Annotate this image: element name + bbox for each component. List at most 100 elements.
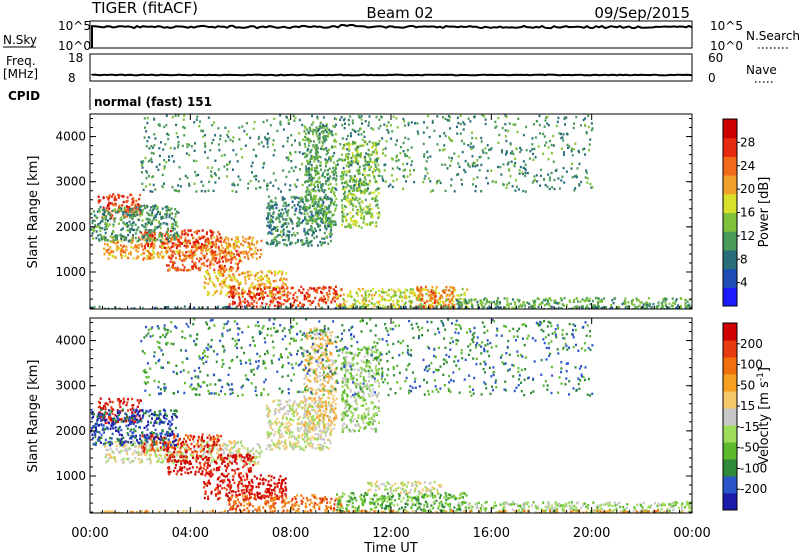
range-gate-cell [153, 233, 156, 237]
range-gate-cell [258, 293, 260, 296]
range-gate-cell [305, 179, 308, 183]
range-gate-cell [246, 122, 248, 125]
range-gate-cell [107, 403, 109, 406]
range-gate-cell [274, 271, 277, 274]
range-gate-cell [177, 184, 180, 187]
range-gate-cell [368, 160, 371, 163]
range-gate-cell [156, 238, 159, 241]
range-gate-cell [573, 122, 575, 125]
range-gate-cell [176, 244, 179, 247]
range-gate-cell [247, 182, 250, 185]
range-gate-cell [296, 299, 299, 302]
range-gate-cell [367, 303, 370, 307]
range-gate-cell [112, 223, 115, 226]
range-gate-cell [305, 167, 308, 171]
range-gate-cell [252, 252, 255, 256]
range-gate-cell [381, 288, 384, 291]
range-gate-cell [276, 225, 279, 229]
range-gate-cell [178, 241, 181, 244]
range-gate-cell [358, 224, 360, 228]
range-gate-cell [534, 156, 537, 159]
range-gate-cell [262, 162, 265, 166]
range-gate-cell [207, 249, 209, 252]
range-gate-cell [327, 223, 330, 226]
range-gate-cell [209, 263, 212, 266]
range-gate-cell [269, 281, 272, 285]
range-gate-cell [156, 225, 159, 229]
range-gate-cell [328, 289, 331, 292]
range-gate-cell [324, 226, 327, 229]
range-gate-cell [301, 123, 304, 127]
range-gate-cell [269, 225, 272, 228]
range-gate-cell [127, 409, 129, 412]
range-gate-cell [578, 150, 581, 154]
range-gate-cell [154, 306, 157, 309]
range-gate-cell [174, 212, 177, 216]
range-gate-cell [224, 280, 227, 283]
range-gate-cell [343, 197, 346, 200]
range-gate-cell [275, 235, 278, 238]
range-gate-cell [352, 177, 354, 180]
range-gate-cell [234, 287, 237, 290]
range-gate-cell [131, 224, 134, 227]
range-gate-cell [444, 117, 447, 120]
range-gate-cell [256, 249, 259, 252]
range-gate-cell [94, 223, 97, 227]
range-gate-cell [318, 136, 321, 139]
range-gate-cell [122, 445, 125, 449]
range-gate-cell [167, 240, 170, 243]
range-gate-cell [334, 187, 337, 190]
range-gate-cell [583, 147, 586, 150]
range-gate-cell [475, 185, 477, 188]
range-gate-cell [341, 206, 344, 210]
range-gate-cell [316, 291, 319, 294]
range-gate-cell [666, 306, 669, 309]
range-gate-cell [164, 250, 167, 253]
range-gate-cell [159, 212, 161, 216]
range-gate-cell [261, 271, 264, 274]
range-gate-cell [452, 288, 455, 292]
range-gate-cell [224, 139, 227, 143]
range-gate-cell [97, 405, 100, 409]
range-gate-cell [98, 225, 101, 228]
range-gate-cell [305, 209, 308, 212]
range-gate-cell [266, 142, 269, 145]
range-gate-cell [226, 444, 229, 448]
range-gate-cell [329, 159, 332, 162]
range-gate-cell [300, 239, 303, 242]
range-gate-cell [439, 296, 441, 300]
range-gate-cell [341, 223, 343, 227]
range-gate-cell [263, 287, 266, 291]
range-gate-cell [186, 269, 189, 272]
range-gate-cell [195, 266, 198, 270]
range-gate-cell [339, 175, 342, 178]
range-gate-cell [559, 297, 562, 300]
range-gate-cell [260, 253, 263, 256]
range-gate-cell [223, 238, 226, 242]
range-gate-cell [214, 275, 217, 278]
range-gate-cell [306, 292, 309, 295]
range-gate-cell [314, 296, 317, 300]
range-gate-cell [159, 245, 162, 248]
range-gate-cell [238, 259, 241, 262]
range-gate-cell [239, 178, 242, 181]
range-gate-cell [329, 235, 332, 238]
range-gate-cell [190, 248, 193, 252]
range-gate-cell [235, 292, 238, 296]
range-gate-cell [390, 174, 393, 177]
range-gate-cell [229, 243, 232, 246]
range-gate-cell [287, 209, 290, 212]
range-gate-cell [103, 228, 106, 231]
range-gate-cell [466, 288, 469, 291]
range-gate-cell [321, 130, 323, 133]
range-gate-cell [339, 143, 342, 146]
range-gate-cell [461, 287, 464, 291]
range-gate-cell [137, 244, 140, 247]
range-gate-cell [292, 293, 295, 296]
range-gate-cell [161, 234, 164, 237]
range-gate-cell [485, 151, 488, 155]
range-gate-cell [193, 231, 196, 234]
range-gate-cell [237, 292, 240, 295]
range-gate-cell [532, 152, 534, 156]
range-gate-cell [226, 175, 229, 178]
